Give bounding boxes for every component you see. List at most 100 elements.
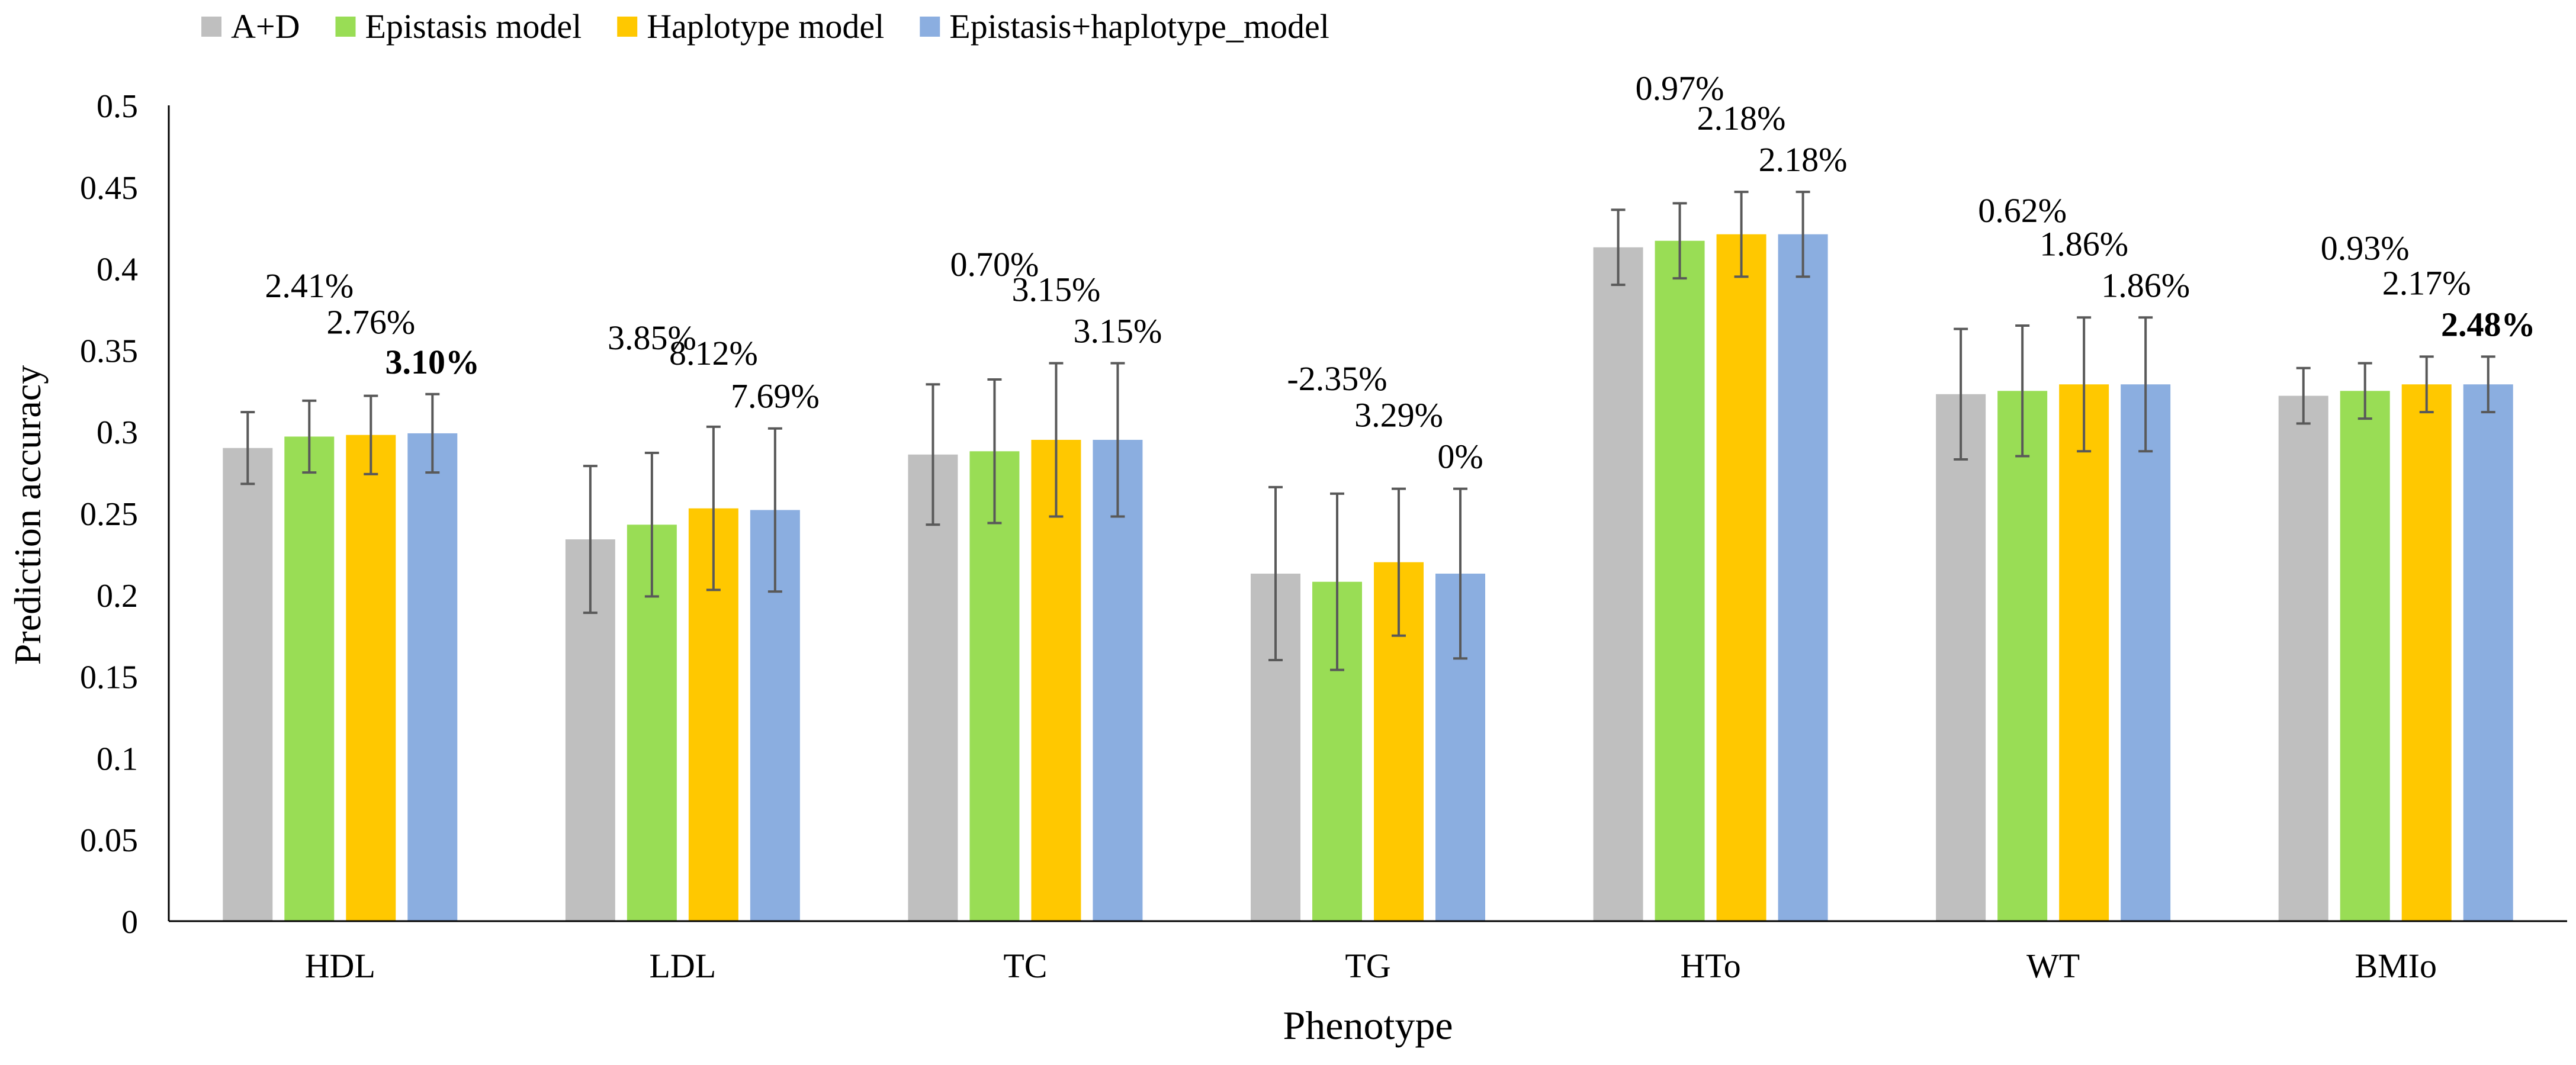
bar	[284, 436, 335, 921]
data-label: 0.62%	[1978, 191, 2067, 230]
bar	[908, 454, 958, 921]
legend-swatch	[201, 17, 221, 37]
x-tick-label: TG	[1345, 947, 1390, 985]
data-label: 3.10%	[386, 343, 480, 381]
error-bar	[1110, 362, 1125, 518]
data-label: 0%	[1437, 437, 1483, 476]
data-label: 1.86%	[2039, 224, 2128, 263]
error-bars	[240, 191, 2495, 671]
bar	[1031, 439, 1081, 921]
error-bar	[2357, 362, 2372, 420]
y-tick-label: 0.2	[97, 578, 138, 614]
error-bar	[926, 383, 940, 526]
bar	[2463, 384, 2513, 921]
error-bar	[2015, 324, 2030, 458]
error-bar	[1330, 492, 1344, 671]
y-tick-label: 0	[121, 904, 138, 941]
y-axis: 0 0.05 0.1 0.15 0.2 0.25 0.3 0.35 0.4 0.45 0.5	[80, 88, 170, 941]
legend-item: Epistasis+haplotype_model	[920, 7, 1329, 46]
data-label: 2.17%	[2382, 263, 2471, 302]
data-label: 0.70%	[950, 245, 1039, 284]
y-tick-label: 0.4	[97, 252, 138, 288]
error-bar	[706, 425, 721, 591]
bar	[1716, 234, 1766, 921]
data-label: 2.76%	[326, 303, 415, 342]
x-tick-label: HTo	[1680, 947, 1740, 985]
legend-item: Epistasis model	[335, 7, 582, 46]
error-bar	[2138, 316, 2153, 453]
y-tick-label: 0.35	[80, 333, 138, 369]
bar	[1778, 234, 1828, 921]
x-tick-label: WT	[2026, 947, 2080, 985]
data-label: 8.12%	[669, 334, 758, 372]
data-label: 0.97%	[1636, 69, 1724, 107]
x-tick-label: HDL	[305, 947, 375, 985]
y-tick-label: 0.1	[97, 741, 138, 777]
error-bar	[302, 399, 317, 474]
error-bar	[1796, 191, 1810, 278]
bar-labels: 2.41%2.76%3.10%3.85%8.12%7.69%0.70%3.15%…	[265, 69, 2535, 475]
legend-item: Haplotype model	[617, 7, 884, 46]
data-label: 2.41%	[265, 266, 354, 305]
legend-item: A+D	[201, 7, 300, 46]
y-tick-label: 0.05	[80, 822, 138, 859]
error-bar	[987, 378, 1002, 525]
x-axis: HDL LDL TC TG HTo WT BMIo	[169, 920, 2567, 985]
data-label: 2.18%	[1759, 140, 1848, 179]
y-tick-label: 0.5	[97, 88, 138, 125]
y-tick-label: 0.25	[80, 496, 138, 533]
error-bar	[1049, 362, 1064, 518]
bars	[223, 234, 2513, 922]
y-tick-label: 0.3	[97, 414, 138, 451]
data-label: 2.48%	[2441, 305, 2536, 343]
error-bar	[583, 465, 598, 614]
bar	[2059, 384, 2109, 921]
x-axis-title: Phenotype	[1283, 1003, 1453, 1048]
data-label: 7.69%	[731, 377, 820, 416]
bar	[969, 451, 1020, 921]
error-bar	[2296, 366, 2311, 425]
error-bar	[1611, 208, 1626, 287]
x-tick-label: TC	[1003, 947, 1047, 985]
error-bar	[1453, 487, 1467, 660]
bar	[2401, 384, 2452, 921]
error-bar	[240, 411, 255, 485]
error-bar	[1672, 202, 1687, 280]
y-tick-label: 0.15	[80, 659, 138, 696]
legend-label: Epistasis+haplotype_model	[949, 7, 1329, 46]
bar	[346, 435, 396, 921]
legend-label: A+D	[231, 7, 300, 46]
bar	[1655, 240, 1705, 921]
error-bar	[425, 392, 440, 474]
bar	[2121, 384, 2171, 921]
legend-swatch	[617, 17, 638, 37]
bar	[407, 433, 458, 921]
data-label: 3.15%	[1074, 311, 1162, 350]
data-label: -2.35%	[1287, 359, 1387, 398]
bar	[2278, 395, 2328, 921]
bar	[1593, 247, 1643, 922]
error-bar	[364, 394, 378, 475]
data-label: 2.18%	[1697, 99, 1786, 137]
legend-label: Epistasis model	[365, 7, 582, 46]
bar	[2340, 391, 2390, 921]
data-label: 3.15%	[1012, 270, 1101, 308]
error-bar	[1954, 327, 1968, 461]
y-tick-label: 0.45	[80, 170, 138, 207]
error-bar	[1268, 485, 1283, 662]
error-bar	[1734, 191, 1749, 278]
error-bar	[1392, 487, 1406, 637]
y-axis-title: Prediction accuracy	[7, 365, 49, 665]
error-bar	[2481, 355, 2495, 414]
legend-swatch	[920, 17, 940, 37]
error-bar	[2077, 316, 2092, 453]
legend: A+D Epistasis model Haplotype model Epistas…	[201, 7, 1329, 46]
bar	[223, 448, 273, 921]
bar	[1997, 391, 2048, 921]
error-bar	[644, 452, 659, 598]
legend-label: Haplotype model	[647, 7, 884, 46]
data-label: 1.86%	[2101, 266, 2190, 304]
bar	[1093, 439, 1143, 921]
x-tick-label: LDL	[649, 947, 716, 985]
